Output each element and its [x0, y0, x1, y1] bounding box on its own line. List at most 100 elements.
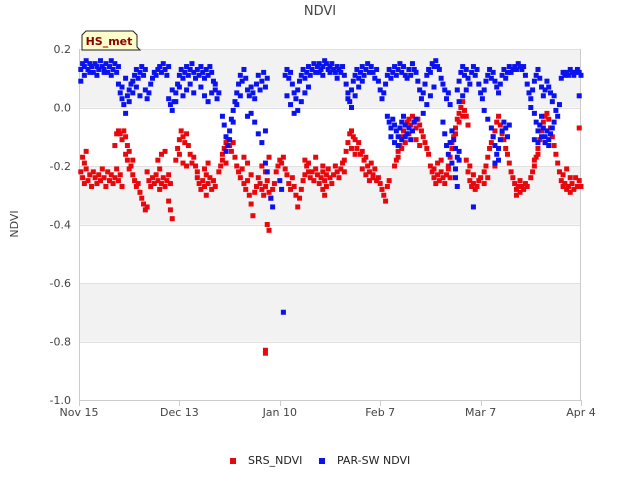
- data-point: [365, 61, 371, 67]
- data-point: [528, 96, 534, 102]
- data-point: [169, 87, 175, 93]
- data-point: [454, 183, 460, 189]
- data-point: [119, 84, 125, 90]
- data-point: [345, 96, 351, 102]
- data-point: [445, 163, 451, 169]
- x-tick-label: Nov 15: [60, 406, 99, 419]
- data-point: [460, 99, 466, 105]
- data-point: [309, 169, 315, 175]
- data-point: [150, 75, 156, 81]
- data-point: [496, 145, 502, 151]
- x-axis-ticks: Nov 15 Dec 13 Jan 10 Feb 7 Mar 7 Apr 4: [60, 400, 596, 419]
- data-point: [117, 172, 123, 178]
- data-point: [431, 84, 437, 90]
- data-point: [383, 81, 389, 87]
- data-point: [349, 128, 355, 134]
- data-point: [562, 181, 568, 187]
- data-point: [252, 119, 258, 125]
- data-point: [166, 198, 172, 204]
- data-point: [271, 181, 277, 187]
- data-point: [574, 66, 580, 72]
- data-point: [110, 181, 116, 187]
- data-point: [402, 122, 408, 128]
- x-tick-label: Mar 7: [465, 406, 496, 419]
- data-point: [542, 113, 548, 119]
- data-point: [259, 140, 265, 146]
- plot-bands: [79, 49, 581, 342]
- data-point: [551, 93, 557, 99]
- data-point: [132, 72, 138, 78]
- data-point: [184, 64, 190, 70]
- data-point: [504, 69, 510, 75]
- data-point: [345, 90, 351, 96]
- data-point: [291, 110, 297, 116]
- data-point: [223, 134, 229, 140]
- data-point: [408, 72, 414, 78]
- legend: SRS_NDVI PAR-SW NDVI: [230, 454, 410, 467]
- data-point: [300, 66, 306, 72]
- data-point: [370, 172, 376, 178]
- data-point: [262, 84, 268, 90]
- data-point: [531, 137, 537, 143]
- legend-item-srs-ndvi[interactable]: SRS_NDVI: [230, 454, 302, 467]
- data-point: [176, 84, 182, 90]
- data-point: [517, 178, 523, 184]
- data-point: [243, 75, 249, 81]
- data-point: [513, 66, 519, 72]
- data-point: [374, 178, 380, 184]
- data-point: [481, 181, 487, 187]
- y-tick-label: -0.6: [50, 277, 71, 290]
- data-point: [576, 125, 582, 131]
- data-point: [270, 186, 276, 192]
- data-point: [488, 140, 494, 146]
- data-point: [327, 69, 333, 75]
- data-point: [311, 178, 317, 184]
- data-point: [148, 81, 154, 87]
- data-point: [546, 116, 552, 122]
- data-point: [454, 87, 460, 93]
- data-point: [357, 151, 363, 157]
- data-point: [537, 137, 543, 143]
- data-point: [544, 128, 550, 134]
- data-point: [115, 178, 121, 184]
- data-point: [295, 87, 301, 93]
- data-point: [185, 72, 191, 78]
- data-point: [144, 169, 150, 175]
- data-point: [114, 69, 120, 75]
- data-point: [564, 69, 570, 75]
- data-point: [451, 134, 457, 140]
- legend-label-par-sw-ndvi: PAR-SW NDVI: [337, 454, 410, 467]
- data-point: [513, 192, 519, 198]
- legend-item-par-sw-ndvi[interactable]: PAR-SW NDVI: [319, 454, 410, 467]
- data-point: [542, 140, 548, 146]
- data-point: [119, 183, 125, 189]
- data-point: [248, 84, 254, 90]
- data-point: [259, 163, 265, 169]
- data-point: [504, 151, 510, 157]
- data-point: [519, 66, 525, 72]
- data-point: [288, 102, 294, 108]
- y-tick-label: 0.2: [54, 43, 72, 56]
- data-point: [300, 178, 306, 184]
- data-point: [494, 119, 500, 125]
- data-point: [320, 163, 326, 169]
- data-point: [485, 72, 491, 78]
- data-point: [558, 178, 564, 184]
- data-point: [345, 140, 351, 146]
- data-point: [325, 66, 331, 72]
- data-point: [115, 81, 121, 87]
- x-tick-label: Dec 13: [160, 406, 199, 419]
- data-point: [132, 178, 138, 184]
- data-point: [359, 166, 365, 172]
- data-point: [103, 183, 109, 189]
- data-point: [447, 154, 453, 160]
- data-point: [106, 178, 112, 184]
- data-point: [472, 186, 478, 192]
- data-point: [99, 64, 105, 70]
- data-point: [433, 58, 439, 64]
- data-point: [465, 122, 471, 128]
- data-point: [470, 172, 476, 178]
- data-point: [245, 87, 251, 93]
- data-point: [537, 75, 543, 81]
- data-point: [289, 81, 295, 87]
